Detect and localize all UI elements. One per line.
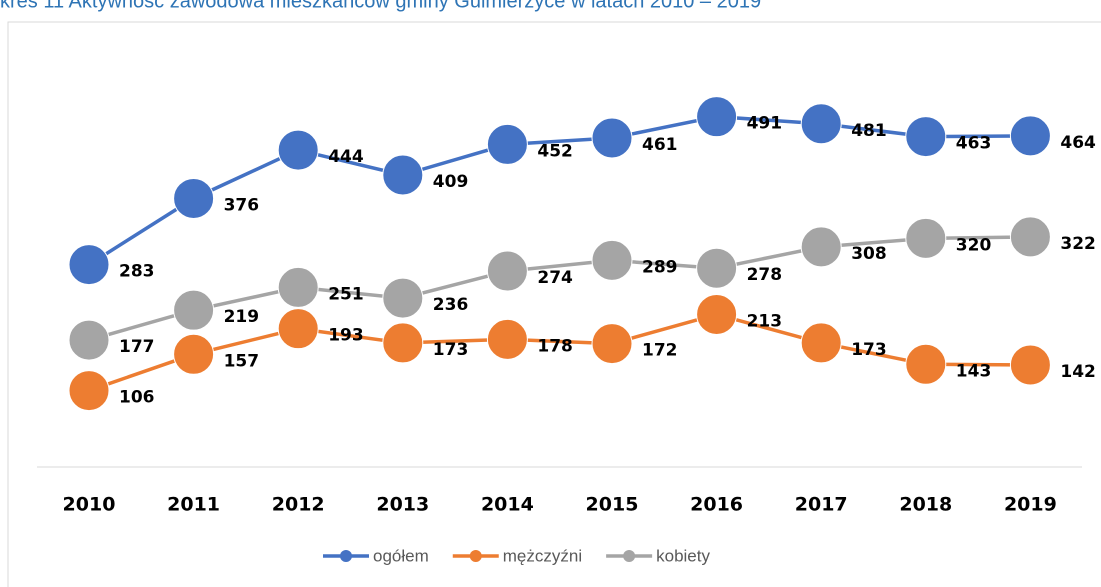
data-label: 464 [1060,133,1096,153]
data-label: 157 [224,351,260,371]
marker [905,343,947,385]
marker [68,370,110,412]
marker [382,277,424,319]
data-label: 193 [328,326,364,346]
marker [173,177,215,219]
marker [68,244,110,286]
marker [591,117,633,159]
x-tick-label: 2015 [586,494,639,516]
data-label: 452 [537,141,573,161]
x-tick-label: 2016 [690,494,743,516]
x-tick-label: 2013 [376,494,429,516]
marker [800,322,842,364]
marker [905,116,947,158]
marker [277,129,319,171]
marker [905,217,947,259]
marker [800,103,842,145]
x-tick-label: 2012 [272,494,325,516]
data-label: 444 [328,147,364,167]
data-label: 308 [851,244,887,264]
data-label: 178 [537,336,573,356]
x-tick-label: 2019 [1004,494,1057,516]
x-tick-label: 2018 [899,494,952,516]
data-label: 213 [747,311,783,331]
marker [173,289,215,331]
data-label: 251 [328,284,364,304]
legend-marker [469,550,482,562]
data-label: 177 [119,337,155,357]
data-label: 143 [956,361,992,381]
marker [696,293,738,335]
data-label: 461 [642,135,678,155]
series-line [88,114,1031,267]
data-label: 274 [537,268,573,288]
data-label: 278 [747,265,783,285]
legend-marker [623,550,636,562]
data-label: 219 [224,307,260,327]
series-line [88,312,1031,393]
marker [486,318,528,360]
data-label: 142 [1060,362,1096,382]
data-label: 289 [642,257,678,277]
x-tick-label: 2010 [63,494,116,516]
x-tick-label: 2014 [481,494,534,516]
marker [486,250,528,292]
marker [277,266,319,308]
data-label: 283 [119,262,155,282]
marker [696,247,738,289]
legend-label: ogółem [373,546,429,565]
data-label: 463 [956,134,992,154]
data-label: 491 [747,114,783,134]
marker [173,333,215,375]
marker [68,319,110,361]
marker [1009,115,1051,157]
data-label: 236 [433,295,469,315]
data-label: 481 [851,121,887,141]
data-label: 322 [1060,234,1096,254]
marker [277,308,319,350]
x-tick-label: 2011 [167,494,220,516]
marker [591,323,633,365]
data-label: 173 [851,340,887,360]
legend-marker [340,550,352,562]
marker [1009,216,1051,258]
data-label: 173 [433,340,469,360]
data-label: 106 [119,388,155,408]
marker [696,96,738,138]
data-label: 320 [956,235,992,255]
data-label: 409 [433,172,469,192]
chart-title: kres 11 Aktywność zawodowa mieszkańców g… [0,0,761,12]
x-tick-label: 2017 [795,494,848,516]
marker [382,154,424,196]
series-line [88,235,1031,342]
marker [382,322,424,364]
data-label: 172 [642,341,678,361]
legend-label: kobiety [656,546,710,565]
data-label: 376 [224,195,260,215]
marker [591,239,633,281]
marker [1009,344,1051,386]
marker [486,123,528,165]
marker [800,226,842,268]
legend-label: mężczyźni [503,546,582,565]
chart-border [7,21,1101,587]
